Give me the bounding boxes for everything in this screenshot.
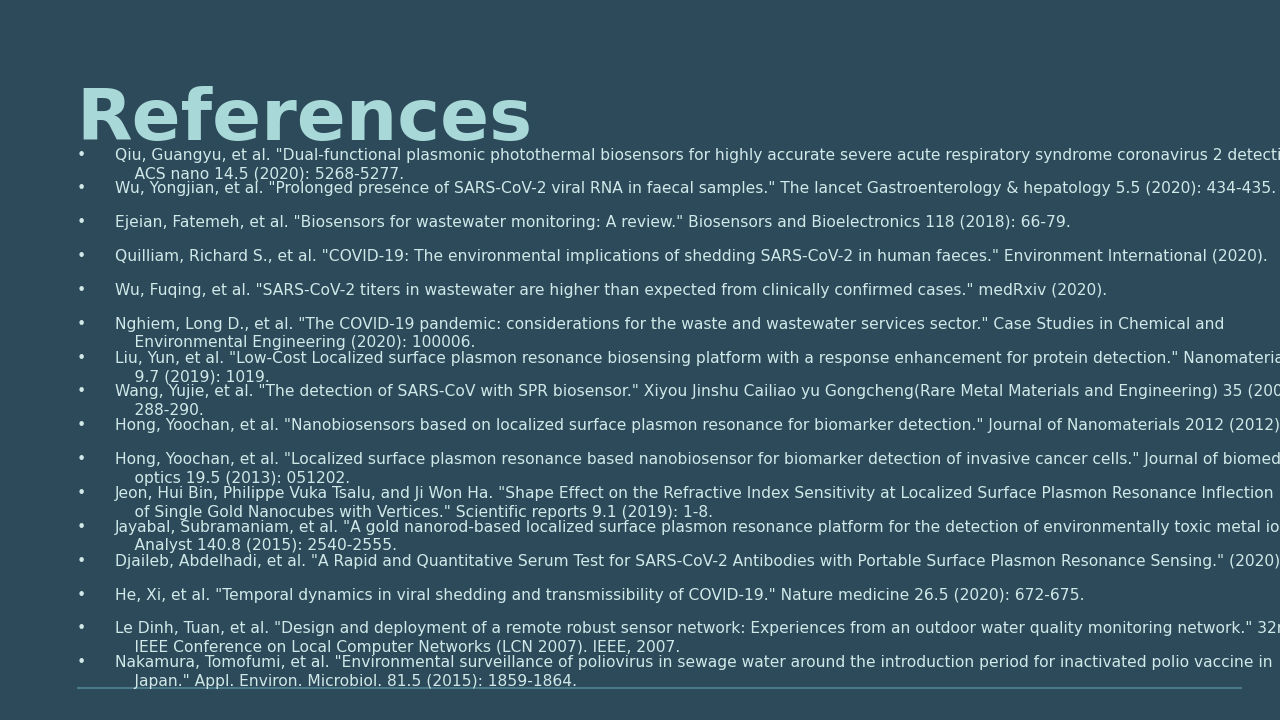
Text: •: • [77,588,86,603]
Text: •: • [77,554,86,569]
Text: Hong, Yoochan, et al. "Nanobiosensors based on localized surface plasmon resonan: Hong, Yoochan, et al. "Nanobiosensors ba… [115,418,1280,433]
Text: Le Dinh, Tuan, et al. "Design and deployment of a remote robust sensor network: : Le Dinh, Tuan, et al. "Design and deploy… [115,621,1280,655]
Text: Hong, Yoochan, et al. "Localized surface plasmon resonance based nanobiosensor f: Hong, Yoochan, et al. "Localized surface… [115,452,1280,486]
Text: •: • [77,384,86,400]
Text: •: • [77,283,86,298]
Text: Nakamura, Tomofumi, et al. "Environmental surveillance of poliovirus in sewage w: Nakamura, Tomofumi, et al. "Environmenta… [115,655,1272,689]
Text: Liu, Yun, et al. "Low-Cost Localized surface plasmon resonance biosensing platfo: Liu, Yun, et al. "Low-Cost Localized sur… [115,351,1280,384]
Text: Wang, Yujie, et al. "The detection of SARS-CoV with SPR biosensor." Xiyou Jinshu: Wang, Yujie, et al. "The detection of SA… [115,384,1280,418]
Text: Quilliam, Richard S., et al. "COVID-19: The environmental implications of sheddi: Quilliam, Richard S., et al. "COVID-19: … [115,249,1268,264]
Text: Nghiem, Long D., et al. "The COVID-19 pandemic: considerations for the waste and: Nghiem, Long D., et al. "The COVID-19 pa… [115,317,1225,351]
Text: Ejeian, Fatemeh, et al. "Biosensors for wastewater monitoring: A review." Biosen: Ejeian, Fatemeh, et al. "Biosensors for … [115,215,1071,230]
Text: •: • [77,351,86,366]
Text: •: • [77,486,86,501]
Text: References: References [77,86,532,156]
Text: •: • [77,452,86,467]
Text: Wu, Yongjian, et al. "Prolonged presence of SARS-CoV-2 viral RNA in faecal sampl: Wu, Yongjian, et al. "Prolonged presence… [115,181,1276,197]
Text: •: • [77,621,86,636]
Text: Djaileb, Abdelhadi, et al. "A Rapid and Quantitative Serum Test for SARS-CoV-2 A: Djaileb, Abdelhadi, et al. "A Rapid and … [115,554,1280,569]
Text: •: • [77,418,86,433]
Text: •: • [77,181,86,197]
Text: •: • [77,520,86,535]
Text: Jeon, Hui Bin, Philippe Vuka Tsalu, and Ji Won Ha. "Shape Effect on the Refracti: Jeon, Hui Bin, Philippe Vuka Tsalu, and … [115,486,1280,520]
Text: •: • [77,148,86,163]
Text: •: • [77,317,86,332]
Text: •: • [77,655,86,670]
Text: •: • [77,215,86,230]
Text: Jayabal, Subramaniam, et al. "A gold nanorod-based localized surface plasmon res: Jayabal, Subramaniam, et al. "A gold nan… [115,520,1280,554]
Text: Wu, Fuqing, et al. "SARS-CoV-2 titers in wastewater are higher than expected fro: Wu, Fuqing, et al. "SARS-CoV-2 titers in… [115,283,1107,298]
Text: He, Xi, et al. "Temporal dynamics in viral shedding and transmissibility of COVI: He, Xi, et al. "Temporal dynamics in vir… [115,588,1084,603]
Text: •: • [77,249,86,264]
Text: Qiu, Guangyu, et al. "Dual-functional plasmonic photothermal biosensors for high: Qiu, Guangyu, et al. "Dual-functional pl… [115,148,1280,181]
